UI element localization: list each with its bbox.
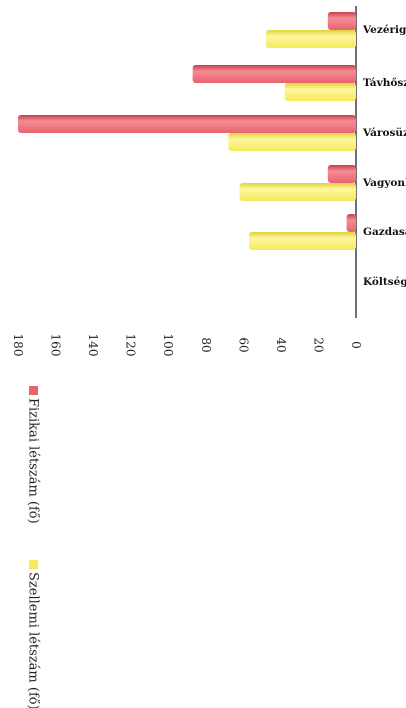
y-tick-label-2: 40 [274, 337, 288, 352]
y-tick-label-3: 60 [236, 337, 250, 352]
category-label-5: Költségosztott munkavállaló [363, 276, 406, 288]
bar-szellemi-0 [265, 30, 356, 48]
bar-fizikai-0 [327, 12, 356, 30]
bar-fizikai-2 [18, 115, 356, 133]
bar-fizikai-1 [192, 65, 356, 83]
bar-szellemi-2 [228, 133, 356, 151]
y-tick-label-8: 160 [49, 334, 63, 357]
bar-fizikai-3 [327, 165, 356, 183]
y-tick-label-7: 140 [86, 334, 100, 357]
bar-szellemi-3 [239, 183, 356, 201]
legend: Fizikai létszám (fő) Szellemi létszám (fő… [26, 386, 41, 708]
category-label-1: Távhőszolgáltatási Igazgatóság [363, 76, 406, 89]
category-label-4: Gazdasági és Pénzügyi Igazgatóság [363, 226, 406, 238]
y-tick-label-9: 180 [11, 334, 25, 357]
legend-label-szellemi: Szellemi létszám (fő) [26, 572, 41, 708]
bar-fizikai-4 [346, 214, 356, 232]
category-label-2: Városüzemeltetési és Kivitelezési... [362, 127, 406, 139]
plot-area: Vezérigazgató Távhőszolgáltatási Igazgató… [11, 6, 406, 356]
y-tick-label-1: 20 [311, 337, 325, 352]
category-label-0: Vezérigazgató [362, 24, 406, 36]
y-tick-label-6: 120 [124, 334, 138, 357]
y-tick-label-5: 100 [161, 334, 175, 357]
legend-label-fizikai: Fizikai létszám (fő) [26, 398, 41, 524]
bar-szellemi-1 [284, 83, 356, 101]
legend-swatch-fizikai [29, 386, 38, 395]
y-tick-label-0: 0 [349, 341, 363, 349]
y-tick-label-4: 80 [199, 337, 213, 352]
bar-szellemi-4 [248, 232, 356, 250]
legend-swatch-szellemi [29, 560, 38, 569]
category-label-3: Vagyonkezelési Igazgatóság [362, 177, 406, 189]
